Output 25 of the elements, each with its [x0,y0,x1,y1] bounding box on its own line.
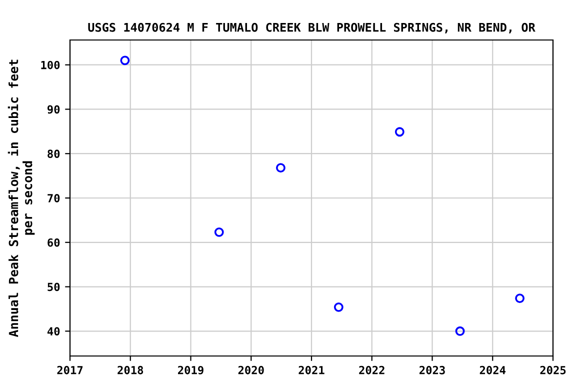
x-tick-label: 2021 [298,366,324,374]
x-tick-label: 2019 [178,366,204,374]
y-tick-label: 40 [47,327,60,336]
point [276,163,286,173]
x-tick-label: 2020 [238,366,264,374]
x-tick-label: 2018 [118,366,144,374]
x-tick-label: 2024 [480,366,506,374]
y-tick-label: 100 [41,60,60,70]
point [394,127,404,137]
point [455,326,465,336]
x-tick-label: 2017 [57,366,83,374]
point [334,302,344,312]
x-tick-label: 2023 [419,366,445,374]
point [214,227,224,237]
x-tick-label: 2022 [359,366,384,374]
y-axis-title: Annual Peak Streamflow, in cubic feet per second [8,60,35,338]
y-tick-label: 50 [48,282,60,292]
point [120,56,130,66]
chart-title: USGS 14070624 M F TUMALO CREEK BLW PROWELL SPRINGS, NR BEND, OR [88,22,536,34]
y-tick-label: 80 [48,150,60,158]
y-tick-label: 60 [48,238,60,247]
x-tick-label: 2025 [540,366,566,374]
y-tick-label: 70 [48,194,60,202]
y-tick-label: 90 [48,105,60,114]
point [515,294,525,304]
